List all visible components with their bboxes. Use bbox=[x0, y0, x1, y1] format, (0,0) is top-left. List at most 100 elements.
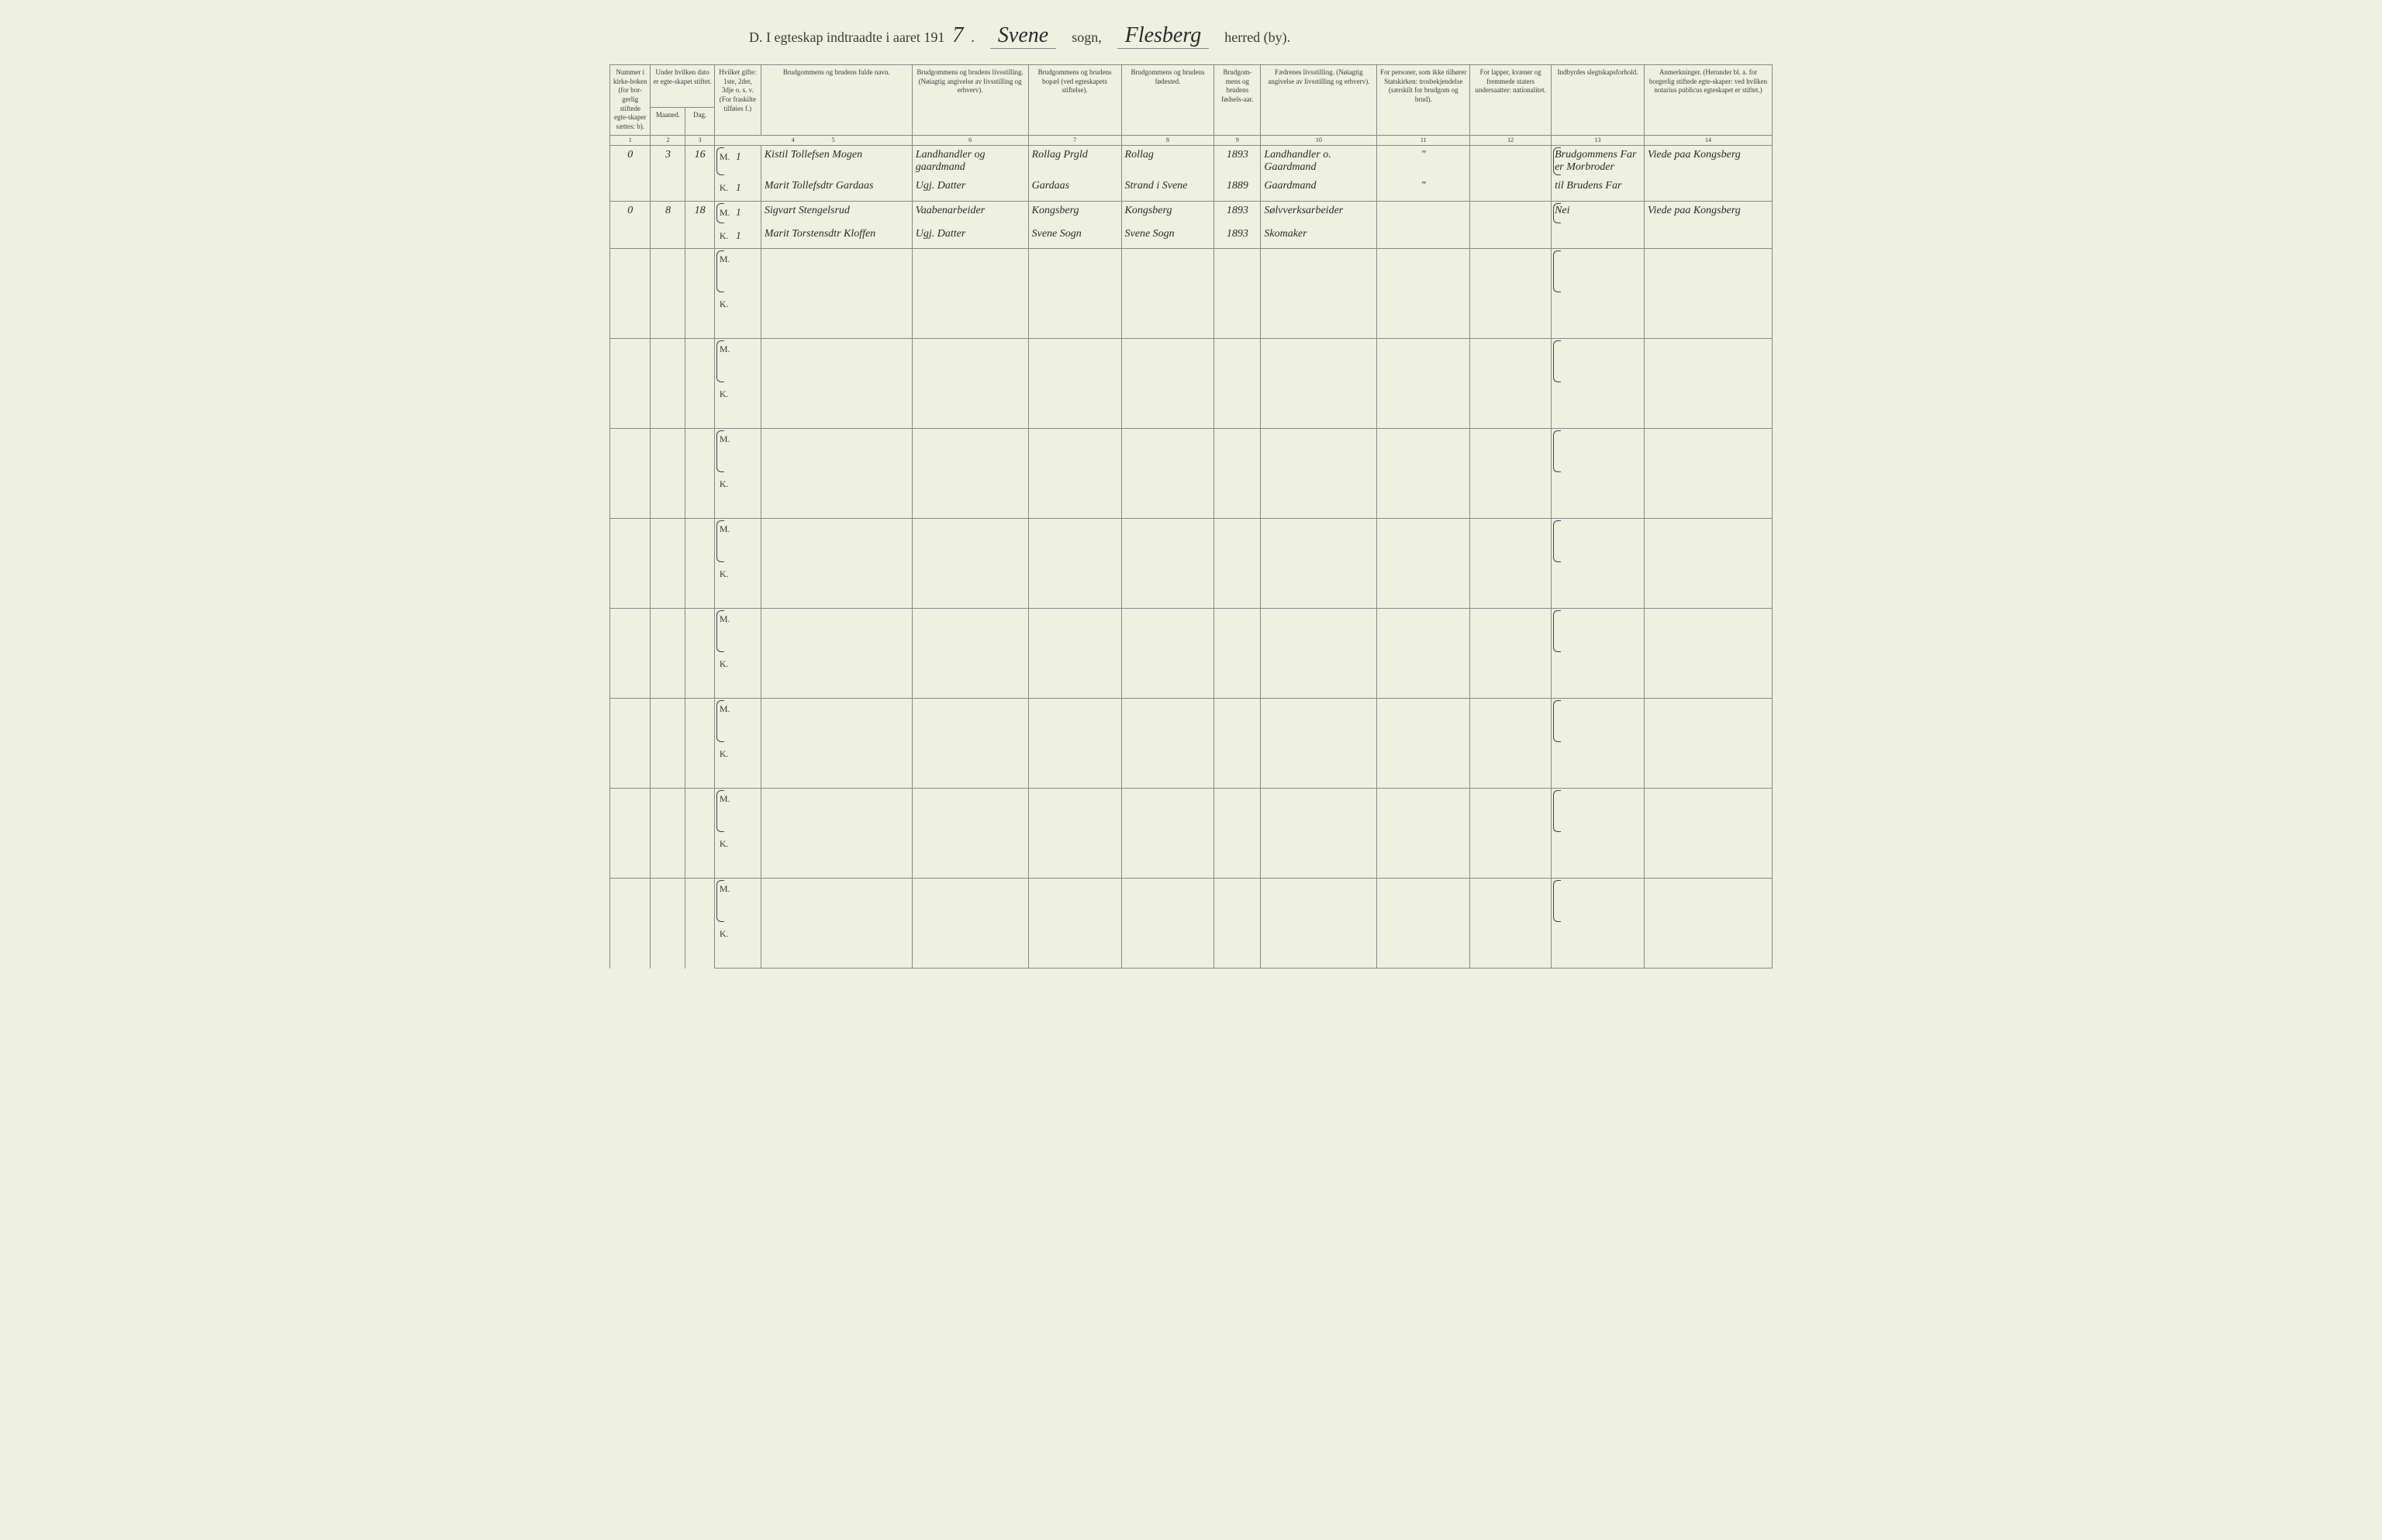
bopael-cell: Rollag Prgld bbox=[1028, 146, 1121, 178]
title-prefix-text: D. I egteskap indtraadte i aaret 191 bbox=[749, 29, 944, 45]
nat-cell bbox=[1470, 339, 1552, 384]
maaned-cell bbox=[651, 789, 685, 879]
far-cell bbox=[1261, 339, 1377, 384]
gifte-cell: K. bbox=[714, 384, 761, 429]
fodested-cell bbox=[1121, 744, 1214, 789]
num-cell bbox=[610, 609, 651, 699]
brace-icon bbox=[716, 790, 724, 832]
col-number: 9 bbox=[1214, 135, 1261, 145]
aar-cell: 1889 bbox=[1214, 177, 1261, 201]
anm-cell bbox=[1645, 609, 1773, 654]
stilling-cell bbox=[912, 699, 1028, 744]
stilling-cell bbox=[912, 564, 1028, 609]
far-cell bbox=[1261, 384, 1377, 429]
table-row: K. 1Marit Tollefsdtr GardaasUgj. DatterG… bbox=[610, 177, 1773, 201]
num-cell bbox=[610, 519, 651, 609]
nat-cell bbox=[1470, 744, 1552, 789]
slegt-cell bbox=[1552, 654, 1645, 699]
dag-cell: 18 bbox=[685, 201, 714, 249]
bopael-cell: Svene Sogn bbox=[1028, 225, 1121, 249]
col-number: 14 bbox=[1645, 135, 1773, 145]
bopael-cell bbox=[1028, 699, 1121, 744]
maaned-cell bbox=[651, 249, 685, 339]
nat-cell bbox=[1470, 384, 1552, 429]
gifte-cell: M. 1 bbox=[714, 146, 761, 178]
far-cell bbox=[1261, 609, 1377, 654]
fodested-cell bbox=[1121, 249, 1214, 294]
aar-cell bbox=[1214, 519, 1261, 564]
table-row: 0316M. 1Kistil Tollefsen MogenLandhandle… bbox=[610, 146, 1773, 178]
table-row: K. bbox=[610, 834, 1773, 879]
nat-cell bbox=[1470, 654, 1552, 699]
bopael-cell bbox=[1028, 474, 1121, 519]
col-number: 3 bbox=[685, 135, 714, 145]
brace-icon bbox=[1553, 700, 1561, 742]
col-header: Hvilket gifte: 1ste, 2det, 3dje o. s. v.… bbox=[714, 65, 761, 136]
aar-cell bbox=[1214, 339, 1261, 384]
num-cell: 0 bbox=[610, 201, 651, 249]
tros-cell bbox=[1377, 699, 1470, 744]
tros-cell: " bbox=[1377, 146, 1470, 178]
gifte-cell: M. 1 bbox=[714, 201, 761, 225]
col-header: Nummer i kirke-boken (for bor-gerlig sti… bbox=[610, 65, 651, 136]
slegt-cell bbox=[1552, 429, 1645, 474]
slegt-cell bbox=[1552, 564, 1645, 609]
fodested-cell: Kongsberg bbox=[1121, 201, 1214, 225]
gifte-cell: K. 1 bbox=[714, 225, 761, 249]
gifte-cell: M. bbox=[714, 609, 761, 654]
fodested-cell bbox=[1121, 564, 1214, 609]
col-header: For personer, som ikke tilhører Statskir… bbox=[1377, 65, 1470, 136]
table-row: K. bbox=[610, 654, 1773, 699]
far-cell bbox=[1261, 564, 1377, 609]
bopael-cell bbox=[1028, 339, 1121, 384]
brace-icon bbox=[716, 203, 724, 223]
far-cell bbox=[1261, 924, 1377, 969]
col-header: Brudgommens og brudens livsstilling. (Nø… bbox=[912, 65, 1028, 136]
aar-cell bbox=[1214, 564, 1261, 609]
table-row: M. bbox=[610, 699, 1773, 744]
stilling-cell bbox=[912, 924, 1028, 969]
anm-cell bbox=[1645, 339, 1773, 384]
aar-cell: 1893 bbox=[1214, 146, 1261, 178]
tros-cell bbox=[1377, 201, 1470, 225]
col-header: Brudgom-mens og brudens fødsels-aar. bbox=[1214, 65, 1261, 136]
navn-cell bbox=[761, 654, 912, 699]
stilling-cell bbox=[912, 744, 1028, 789]
navn-cell bbox=[761, 879, 912, 924]
table-row: K. bbox=[610, 564, 1773, 609]
nat-cell bbox=[1470, 146, 1552, 178]
col-header: Under hvilken dato er egte-skapet stifte… bbox=[651, 65, 714, 108]
tros-cell bbox=[1377, 789, 1470, 834]
far-cell bbox=[1261, 789, 1377, 834]
num-cell: 0 bbox=[610, 146, 651, 201]
fodested-cell bbox=[1121, 339, 1214, 384]
gifte-cell: K. bbox=[714, 474, 761, 519]
register-table: Nummer i kirke-boken (for bor-gerlig sti… bbox=[609, 64, 1773, 969]
bopael-cell bbox=[1028, 834, 1121, 879]
col-header: For lapper, kvæner og fremmede staters u… bbox=[1470, 65, 1552, 136]
gifte-cell: M. bbox=[714, 339, 761, 384]
stilling-cell bbox=[912, 474, 1028, 519]
anm-cell bbox=[1645, 879, 1773, 924]
navn-cell bbox=[761, 384, 912, 429]
table-body: 0316M. 1Kistil Tollefsen MogenLandhandle… bbox=[610, 146, 1773, 969]
far-cell bbox=[1261, 429, 1377, 474]
table-row: M. bbox=[610, 609, 1773, 654]
anm-cell: Viede paa Kongsberg bbox=[1645, 146, 1773, 178]
maaned-cell bbox=[651, 609, 685, 699]
brace-icon bbox=[1553, 610, 1561, 652]
anm-cell bbox=[1645, 924, 1773, 969]
slegt-cell bbox=[1552, 879, 1645, 924]
table-row: K. bbox=[610, 384, 1773, 429]
slegt-cell bbox=[1552, 474, 1645, 519]
nat-cell bbox=[1470, 564, 1552, 609]
gifte-cell: K. 1 bbox=[714, 177, 761, 201]
num-cell bbox=[610, 429, 651, 519]
document-page: D. I egteskap indtraadte i aaret 1917. S… bbox=[609, 16, 1773, 969]
fodested-cell bbox=[1121, 519, 1214, 564]
tros-cell bbox=[1377, 519, 1470, 564]
anm-cell bbox=[1645, 789, 1773, 834]
stilling-cell bbox=[912, 879, 1028, 924]
col-header: Maaned. bbox=[651, 108, 685, 135]
stilling-cell: Landhandler og gaardmand bbox=[912, 146, 1028, 178]
